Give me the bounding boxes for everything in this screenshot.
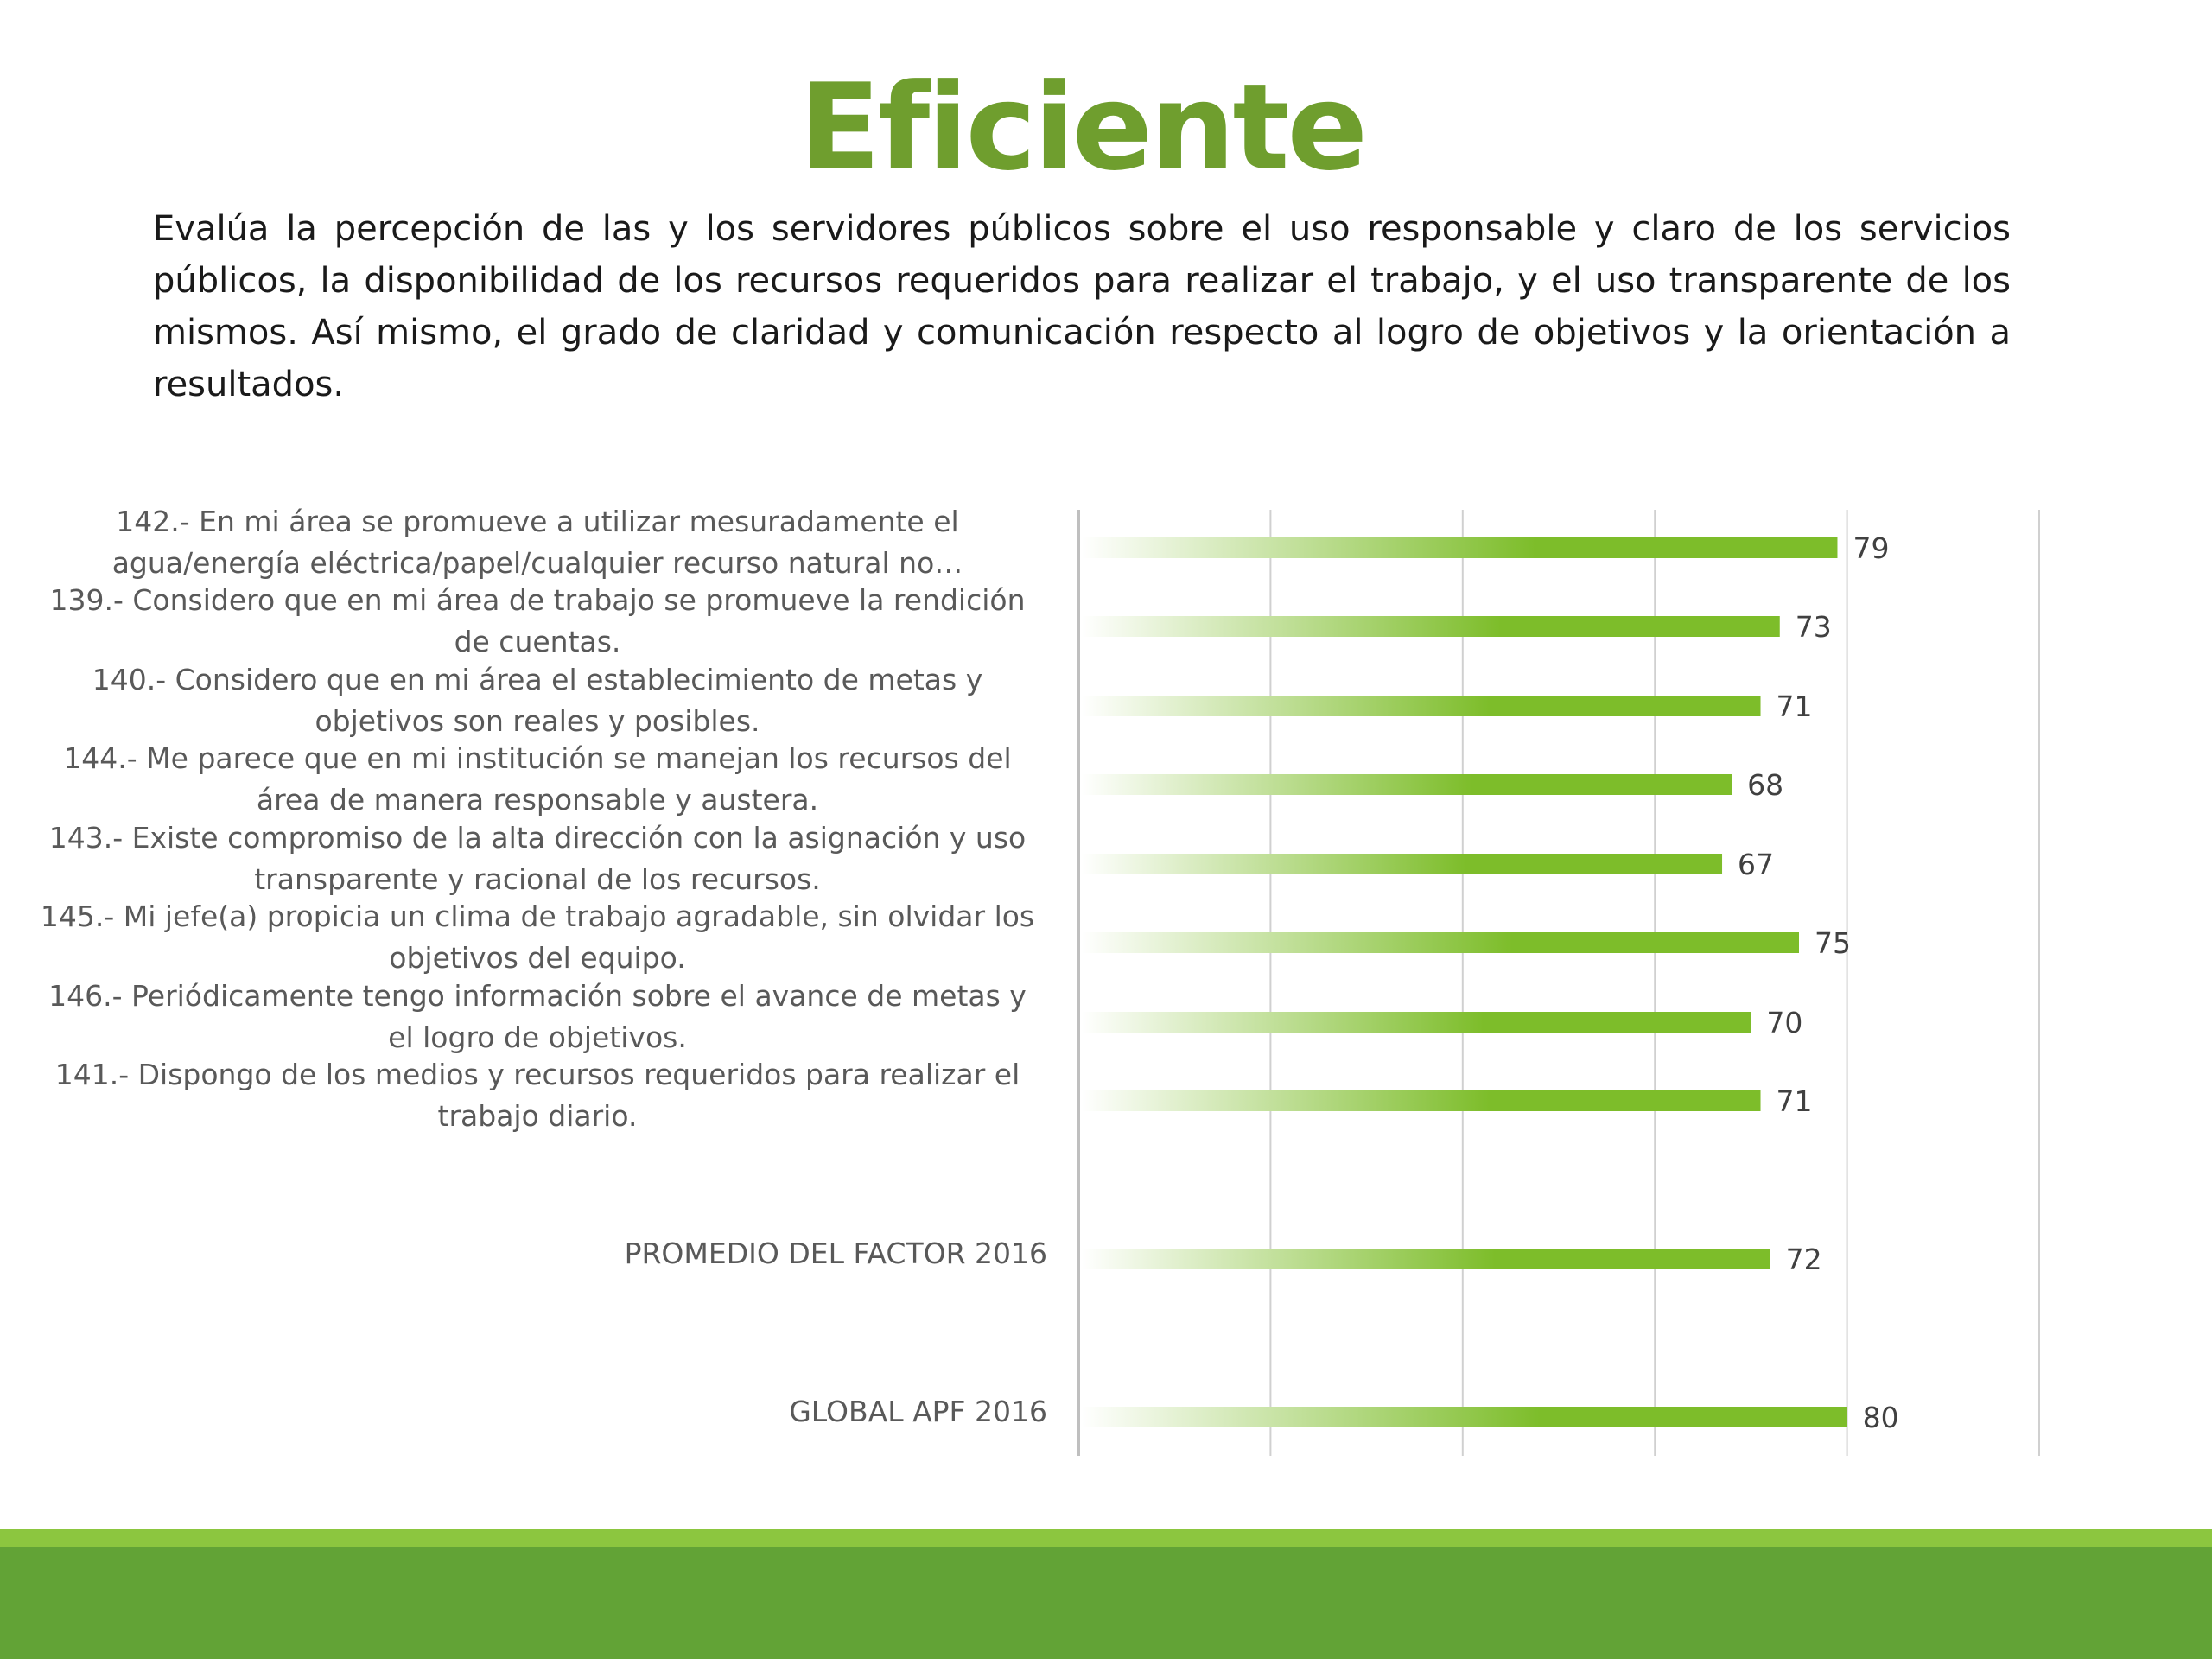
category-label-line: trabajo diario. (437, 1099, 638, 1133)
category-label-line: 141.- Dispongo de los medios y recursos … (54, 1058, 1020, 1091)
category-label-line: 145.- Mi jefe(a) propicia un clima de tr… (40, 899, 1035, 933)
bar-value-label: 70 (1766, 1006, 1802, 1039)
bar-value-label: 79 (1853, 531, 1889, 565)
category-label-line: 143.- Existe compromiso de la alta direc… (48, 821, 1027, 855)
bar (1082, 537, 1838, 558)
category-label: GLOBAL APF 2016 (28, 1391, 1047, 1433)
bar (1082, 1090, 1761, 1111)
category-label-line: 140.- Considero que en mi área el establ… (92, 663, 983, 696)
category-label-line: PROMEDIO DEL FACTOR 2016 (624, 1236, 1047, 1270)
footer-band (0, 1547, 2212, 1659)
category-label-line: 142.- En mi área se promueve a utilizar … (116, 505, 959, 538)
page-title: Eficiente (798, 58, 1368, 197)
category-label: 140.- Considero que en mi área el establ… (28, 659, 1047, 742)
value-labels: 79 73 71 68 67 75 70 71 72 80 (1738, 531, 1899, 1434)
category-label-line: 146.- Periódicamente tengo información s… (48, 979, 1027, 1013)
bars (1082, 537, 1847, 1427)
category-label-line: el logro de objetivos. (388, 1020, 687, 1054)
category-label-line: objetivos del equipo. (389, 941, 686, 975)
category-label-line: 144.- Me parece que en mi institución se… (63, 741, 1012, 775)
category-label-line: transparente y racional de los recursos. (254, 862, 821, 896)
bar-value-label: 72 (1786, 1243, 1822, 1276)
bar (1082, 932, 1799, 953)
bar-value-label: 68 (1747, 768, 1783, 802)
bar (1082, 854, 1723, 874)
bar (1082, 696, 1761, 716)
description: Evalúa la percepción de las y los servid… (153, 209, 2011, 404)
bar (1082, 616, 1780, 637)
footer-stripe-light (0, 1529, 2212, 1547)
category-label-line: de cuentas. (454, 625, 621, 658)
category-label-line: objetivos son reales y posibles. (315, 704, 760, 738)
bar (1082, 774, 1732, 795)
bar (1082, 1012, 1751, 1033)
bar-chart: 142.- En mi área se promueve a utilizar … (0, 484, 2212, 1486)
bar-value-label: 73 (1796, 610, 1832, 644)
category-label-line: agua/energía eléctrica/papel/cualquier r… (111, 546, 963, 580)
bar-value-label: 80 (1863, 1401, 1899, 1434)
category-label: 146.- Periódicamente tengo información s… (28, 976, 1047, 1058)
category-label: 145.- Mi jefe(a) propicia un clima de tr… (28, 896, 1047, 979)
category-label-line: área de manera responsable y austera. (256, 783, 819, 817)
category-label: 143.- Existe compromiso de la alta direc… (28, 817, 1047, 900)
category-label-line: GLOBAL APF 2016 (789, 1395, 1047, 1428)
gridlines (1077, 510, 2040, 1456)
category-label: 139.- Considero que en mi área de trabaj… (28, 580, 1047, 663)
category-label: PROMEDIO DEL FACTOR 2016 (28, 1233, 1047, 1274)
bar (1082, 1249, 1770, 1269)
bar (1082, 1407, 1847, 1427)
bar-value-label: 75 (1815, 926, 1851, 960)
bar-value-label: 67 (1738, 848, 1774, 881)
category-label-line: 139.- Considero que en mi área de trabaj… (49, 583, 1026, 617)
bar-value-label: 71 (1777, 690, 1813, 723)
category-label: 142.- En mi área se promueve a utilizar … (28, 501, 1047, 584)
category-label: 144.- Me parece que en mi institución se… (28, 738, 1047, 821)
category-label: 141.- Dispongo de los medios y recursos … (28, 1054, 1047, 1137)
chart-plot: 79 73 71 68 67 75 70 71 72 80 (1077, 510, 2040, 1456)
bar-value-label: 71 (1777, 1084, 1813, 1118)
